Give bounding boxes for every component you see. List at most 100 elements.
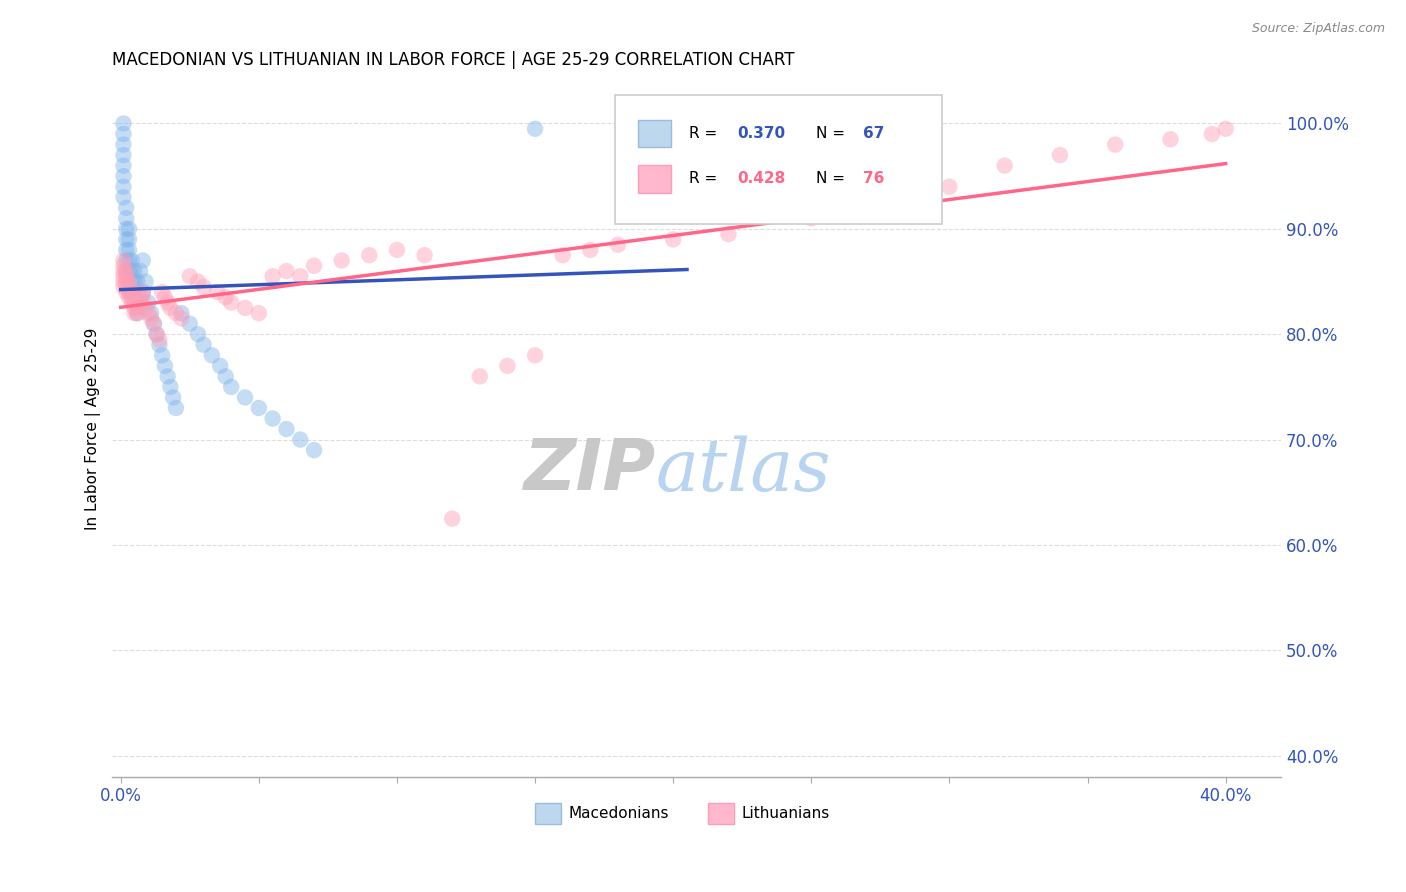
Lithuanians	[121, 290, 143, 304]
Lithuanians	[129, 295, 152, 310]
Lithuanians	[118, 290, 141, 304]
Macedonians	[118, 264, 141, 278]
Macedonians	[276, 422, 298, 436]
Macedonians	[118, 253, 141, 268]
Macedonians	[124, 285, 146, 299]
Lithuanians	[115, 275, 138, 289]
Macedonians	[112, 169, 135, 184]
Text: 67: 67	[863, 126, 884, 141]
Lithuanians	[118, 285, 141, 299]
Lithuanians	[118, 280, 141, 294]
Macedonians	[219, 380, 242, 394]
Lithuanians	[1159, 132, 1181, 146]
Macedonians	[209, 359, 232, 373]
Macedonians	[676, 132, 699, 146]
Macedonians	[187, 327, 209, 342]
Lithuanians	[468, 369, 491, 384]
Macedonians	[121, 275, 143, 289]
Macedonians	[201, 348, 224, 362]
Macedonians	[179, 317, 201, 331]
Lithuanians	[1049, 148, 1071, 162]
Macedonians	[118, 232, 141, 246]
Text: 76: 76	[863, 171, 884, 186]
Macedonians	[153, 359, 176, 373]
Macedonians	[233, 391, 256, 405]
Macedonians	[302, 443, 325, 458]
Lithuanians	[112, 280, 135, 294]
Lithuanians	[132, 290, 155, 304]
Lithuanians	[124, 295, 146, 310]
Text: ZIP: ZIP	[523, 436, 655, 505]
Lithuanians	[496, 359, 519, 373]
Macedonians	[115, 222, 138, 236]
Lithuanians	[800, 211, 823, 226]
Lithuanians	[662, 232, 685, 246]
Macedonians	[135, 275, 157, 289]
Lithuanians	[290, 269, 312, 284]
Lithuanians	[276, 264, 298, 278]
Lithuanians	[441, 511, 464, 525]
Text: 0.428: 0.428	[738, 171, 786, 186]
Lithuanians	[112, 264, 135, 278]
Text: R =: R =	[689, 126, 721, 141]
Macedonians	[112, 159, 135, 173]
Lithuanians	[215, 290, 238, 304]
FancyBboxPatch shape	[614, 95, 942, 224]
Lithuanians	[179, 269, 201, 284]
Macedonians	[124, 275, 146, 289]
Macedonians	[121, 264, 143, 278]
Lithuanians	[112, 269, 135, 284]
Text: Source: ZipAtlas.com: Source: ZipAtlas.com	[1251, 22, 1385, 36]
Lithuanians	[1215, 121, 1237, 136]
Macedonians	[170, 306, 193, 320]
Macedonians	[136, 295, 159, 310]
Macedonians	[121, 285, 143, 299]
Lithuanians	[127, 306, 149, 320]
Macedonians	[115, 232, 138, 246]
Lithuanians	[129, 290, 152, 304]
Macedonians	[112, 148, 135, 162]
Lithuanians	[247, 306, 270, 320]
Macedonians	[129, 295, 152, 310]
Macedonians	[290, 433, 312, 447]
Lithuanians	[150, 285, 173, 299]
Macedonians	[148, 338, 170, 352]
Lithuanians	[359, 248, 381, 262]
Lithuanians	[413, 248, 436, 262]
Lithuanians	[124, 301, 146, 315]
Lithuanians	[139, 311, 162, 326]
Text: atlas: atlas	[655, 435, 831, 506]
Macedonians	[145, 327, 167, 342]
Text: Macedonians: Macedonians	[568, 806, 669, 822]
Lithuanians	[524, 348, 547, 362]
Lithuanians	[112, 259, 135, 273]
Lithuanians	[994, 159, 1017, 173]
Macedonians	[262, 411, 284, 425]
Lithuanians	[142, 317, 165, 331]
Lithuanians	[159, 301, 181, 315]
Text: R =: R =	[689, 171, 721, 186]
Macedonians	[139, 306, 162, 320]
Macedonians	[112, 137, 135, 152]
Macedonians	[112, 116, 135, 130]
Macedonians	[132, 285, 155, 299]
FancyBboxPatch shape	[638, 120, 671, 147]
Macedonians	[165, 401, 187, 415]
Macedonians	[127, 306, 149, 320]
Lithuanians	[717, 227, 740, 241]
Lithuanians	[132, 285, 155, 299]
Lithuanians	[385, 243, 408, 257]
Macedonians	[115, 211, 138, 226]
Lithuanians	[156, 295, 179, 310]
FancyBboxPatch shape	[638, 165, 671, 193]
Macedonians	[118, 243, 141, 257]
Macedonians	[215, 369, 238, 384]
Lithuanians	[193, 280, 215, 294]
Lithuanians	[207, 285, 229, 299]
FancyBboxPatch shape	[709, 803, 734, 824]
Lithuanians	[115, 264, 138, 278]
Lithuanians	[135, 301, 157, 315]
Lithuanians	[136, 306, 159, 320]
Lithuanians	[302, 259, 325, 273]
Macedonians	[124, 264, 146, 278]
